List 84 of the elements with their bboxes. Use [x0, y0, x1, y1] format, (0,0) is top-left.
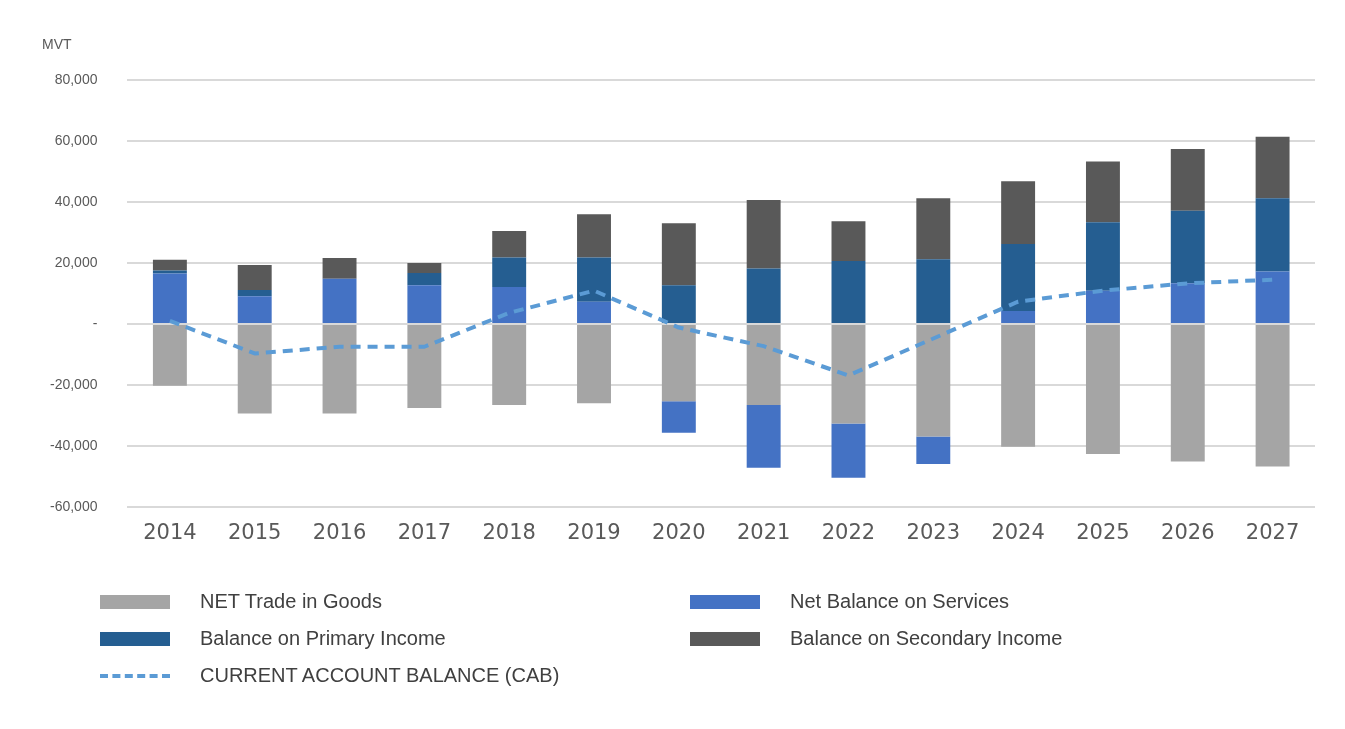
bar	[322, 324, 357, 414]
bar	[322, 258, 357, 279]
bar	[237, 324, 272, 414]
bar	[831, 221, 866, 262]
bar	[831, 261, 866, 323]
x-tick-label: 2014	[143, 519, 197, 544]
bar	[407, 262, 442, 273]
bar	[492, 230, 527, 258]
bar	[577, 301, 611, 323]
bar	[492, 257, 527, 287]
x-tick-label: 2020	[652, 519, 706, 544]
x-tick-label: 2023	[906, 519, 961, 544]
bar	[237, 265, 272, 291]
bar	[1001, 311, 1036, 323]
legend-label: Net Balance on Services	[790, 590, 1010, 613]
bar	[322, 278, 357, 323]
bar	[916, 259, 951, 323]
y-tick-label: 60,000	[54, 131, 98, 148]
x-tick-label: 2019	[567, 519, 621, 544]
bar	[746, 404, 781, 468]
bar	[152, 270, 187, 274]
bar	[152, 273, 187, 323]
legend-label: NET Trade in Goods	[200, 590, 382, 613]
legend-label: Balance on Primary Income	[200, 627, 446, 650]
y-tick-label: 40,000	[54, 192, 98, 209]
bar	[1255, 271, 1290, 323]
x-tick-label: 2025	[1076, 519, 1130, 544]
bar	[1170, 210, 1205, 284]
x-tick-label: 2022	[821, 519, 876, 544]
bar	[407, 285, 442, 323]
bar	[492, 287, 527, 323]
bar	[577, 324, 611, 404]
bar	[1085, 222, 1120, 291]
bar	[1085, 290, 1120, 323]
bar	[1001, 181, 1036, 245]
bar	[237, 296, 272, 323]
bar	[1085, 324, 1120, 455]
x-tick-label: 2027	[1245, 519, 1300, 544]
y-tick-label: -40,000	[50, 436, 98, 453]
bar	[661, 324, 696, 402]
bar	[916, 198, 951, 260]
x-tick-label: 2016	[312, 519, 367, 544]
bar	[1001, 244, 1036, 312]
bar	[746, 324, 781, 405]
bar	[831, 324, 866, 424]
bar	[577, 214, 611, 258]
y-tick-label: -60,000	[50, 497, 98, 514]
bar	[746, 200, 781, 269]
bar	[152, 324, 187, 386]
legend-label: CURRENT ACCOUNT BALANCE (CAB)	[200, 664, 560, 687]
x-tick-label: 2017	[397, 519, 452, 544]
bar	[1255, 198, 1290, 272]
bar	[661, 285, 696, 323]
bar	[577, 257, 611, 302]
bar	[237, 290, 272, 297]
bar	[1255, 136, 1290, 199]
bar	[746, 268, 781, 323]
bar	[1170, 148, 1205, 211]
bar	[916, 324, 951, 437]
y-tick-label: -	[92, 314, 98, 331]
line-series	[167, 277, 1275, 378]
x-tick-label: 2024	[991, 519, 1045, 544]
y-tick-label: 80,000	[54, 70, 98, 87]
bar	[492, 324, 527, 405]
bar	[1001, 324, 1036, 447]
bar	[407, 272, 442, 286]
bar	[916, 436, 951, 465]
x-tick-label: 2015	[227, 519, 282, 544]
bar	[831, 423, 866, 478]
bar	[1255, 324, 1290, 467]
bar	[407, 324, 442, 409]
x-tick-label: 2021	[736, 519, 791, 544]
y-tick-label: 20,000	[54, 253, 98, 270]
bar	[661, 223, 696, 286]
bar	[152, 259, 187, 271]
y-tick-label: -20,000	[50, 375, 98, 392]
bar	[1170, 283, 1205, 323]
bar	[1085, 161, 1120, 223]
bar	[661, 401, 696, 433]
legend-label: Balance on Secondary Income	[790, 627, 1063, 650]
x-tick-label: 2018	[482, 519, 536, 544]
y-axis-title: MVT	[42, 36, 72, 52]
x-tick-label: 2026	[1161, 519, 1215, 544]
bar	[1170, 324, 1205, 462]
